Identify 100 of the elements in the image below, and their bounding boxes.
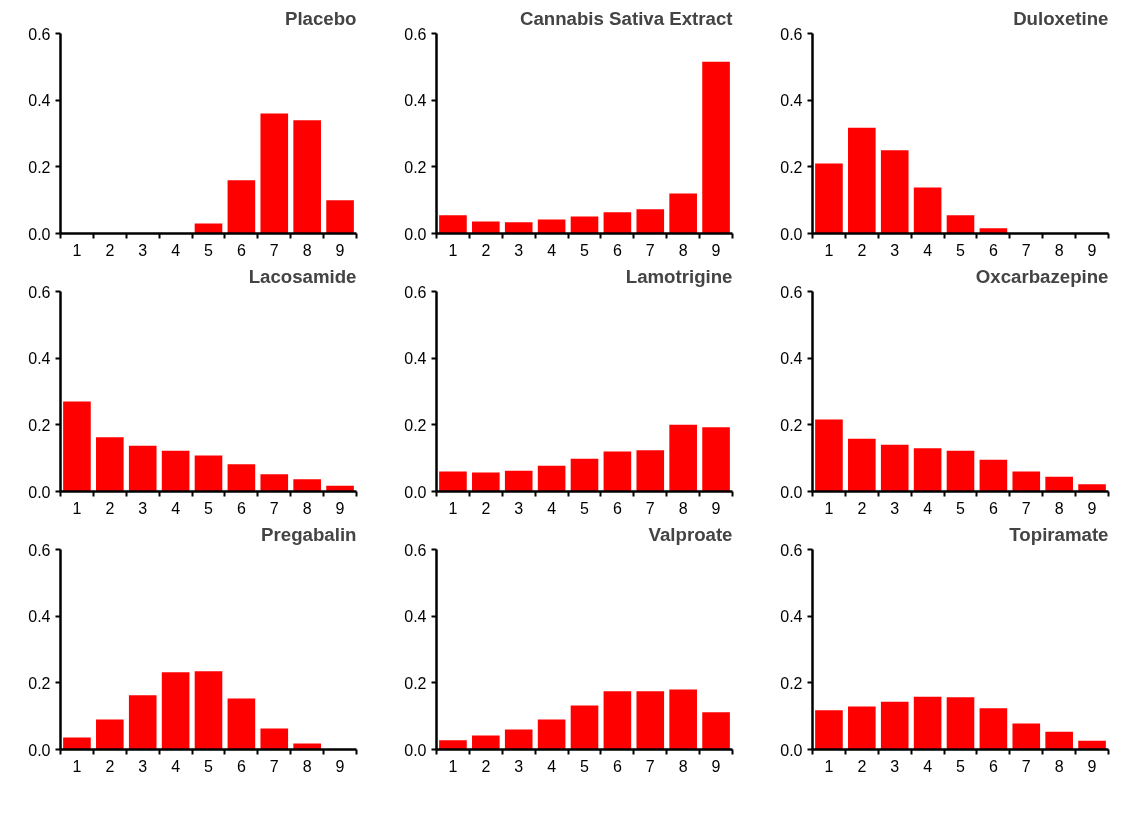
x-tick-label: 5 bbox=[956, 757, 966, 775]
x-tick-label: 9 bbox=[335, 757, 345, 775]
x-tick-label: 9 bbox=[1087, 757, 1097, 775]
y-tick-label: 0.6 bbox=[28, 25, 51, 43]
x-tick-label: 3 bbox=[514, 757, 524, 775]
y-tick-label: 0.0 bbox=[404, 483, 427, 501]
x-tick-label: 8 bbox=[302, 499, 312, 517]
x-tick-label: 2 bbox=[105, 757, 115, 775]
x-tick-label: 1 bbox=[72, 241, 82, 259]
x-tick-label: 4 bbox=[923, 499, 933, 517]
x-tick-label: 2 bbox=[105, 241, 115, 259]
x-tick-label: 9 bbox=[1087, 241, 1097, 259]
y-tick-label: 0.2 bbox=[780, 158, 803, 176]
chart-title: Placebo bbox=[284, 7, 357, 29]
y-tick-label: 0.0 bbox=[404, 225, 427, 243]
x-tick-label: 5 bbox=[956, 499, 966, 517]
x-tick-label: 8 bbox=[302, 757, 312, 775]
y-tick-label: 0.6 bbox=[780, 283, 803, 301]
x-tick-label: 2 bbox=[857, 499, 867, 517]
x-tick-label: 2 bbox=[481, 241, 491, 259]
chart-title: Oxcarbazepine bbox=[975, 265, 1109, 287]
x-tick-label: 7 bbox=[645, 757, 655, 775]
x-tick-label: 8 bbox=[302, 241, 312, 259]
x-tick-label: 6 bbox=[612, 241, 622, 259]
x-tick-label: 7 bbox=[1021, 757, 1031, 775]
x-tick-label: 4 bbox=[171, 241, 181, 259]
x-tick-label: 4 bbox=[171, 499, 181, 517]
y-tick-label: 0.4 bbox=[404, 92, 427, 110]
x-tick-label: 7 bbox=[645, 241, 655, 259]
x-tick-label: 5 bbox=[204, 241, 214, 259]
y-tick-label: 0.4 bbox=[780, 350, 803, 368]
x-tick-label: 3 bbox=[890, 757, 900, 775]
chart-title: Lamotrigine bbox=[625, 265, 733, 287]
y-tick-label: 0.0 bbox=[780, 741, 803, 759]
y-tick-label: 0.6 bbox=[404, 541, 427, 559]
x-tick-label: 8 bbox=[1054, 241, 1064, 259]
x-tick-label: 4 bbox=[547, 757, 557, 775]
x-tick-label: 6 bbox=[988, 241, 998, 259]
x-tick-label: 1 bbox=[72, 757, 82, 775]
y-tick-label: 0.2 bbox=[780, 674, 803, 692]
x-tick-label: 7 bbox=[1021, 241, 1031, 259]
x-tick-label: 3 bbox=[138, 499, 148, 517]
x-tick-label: 5 bbox=[204, 757, 214, 775]
x-tick-label: 3 bbox=[138, 757, 148, 775]
x-tick-label: 8 bbox=[678, 499, 688, 517]
y-tick-label: 0.0 bbox=[780, 225, 803, 243]
x-tick-label: 8 bbox=[678, 757, 688, 775]
y-tick-label: 0.0 bbox=[404, 741, 427, 759]
x-tick-label: 5 bbox=[580, 241, 590, 259]
y-tick-label: 0.4 bbox=[404, 608, 427, 626]
y-tick-label: 0.0 bbox=[28, 741, 51, 759]
x-tick-label: 5 bbox=[956, 241, 966, 259]
x-tick-label: 4 bbox=[923, 757, 933, 775]
x-tick-label: 8 bbox=[1054, 757, 1064, 775]
chart-title: Pregabalin bbox=[261, 523, 357, 545]
x-tick-label: 9 bbox=[335, 241, 345, 259]
x-tick-label: 2 bbox=[105, 499, 115, 517]
x-tick-label: 7 bbox=[645, 499, 655, 517]
x-tick-label: 4 bbox=[923, 241, 933, 259]
y-tick-label: 0.6 bbox=[780, 25, 803, 43]
x-tick-label: 7 bbox=[269, 241, 279, 259]
y-tick-label: 0.4 bbox=[28, 92, 51, 110]
x-tick-label: 1 bbox=[824, 499, 834, 517]
x-tick-label: 3 bbox=[138, 241, 148, 259]
y-tick-label: 0.0 bbox=[28, 483, 51, 501]
y-tick-label: 0.0 bbox=[780, 483, 803, 501]
x-tick-label: 3 bbox=[514, 499, 524, 517]
x-tick-label: 1 bbox=[448, 499, 458, 517]
y-tick-label: 0.6 bbox=[28, 541, 51, 559]
y-tick-label: 0.2 bbox=[780, 416, 803, 434]
x-tick-label: 5 bbox=[580, 757, 590, 775]
y-tick-label: 0.2 bbox=[28, 158, 51, 176]
x-tick-label: 4 bbox=[547, 241, 557, 259]
x-tick-label: 1 bbox=[448, 241, 458, 259]
y-tick-label: 0.0 bbox=[28, 225, 51, 243]
x-tick-label: 2 bbox=[481, 757, 491, 775]
x-tick-label: 3 bbox=[890, 241, 900, 259]
x-tick-label: 2 bbox=[857, 241, 867, 259]
y-tick-label: 0.4 bbox=[780, 92, 803, 110]
x-tick-label: 5 bbox=[580, 499, 590, 517]
y-tick-label: 0.2 bbox=[404, 674, 427, 692]
x-tick-label: 1 bbox=[824, 757, 834, 775]
chart-title: Lacosamide bbox=[248, 265, 357, 287]
y-tick-label: 0.4 bbox=[28, 350, 51, 368]
x-tick-label: 1 bbox=[448, 757, 458, 775]
x-tick-label: 2 bbox=[481, 499, 491, 517]
x-tick-label: 9 bbox=[711, 241, 721, 259]
x-tick-label: 6 bbox=[612, 499, 622, 517]
x-tick-label: 4 bbox=[547, 499, 557, 517]
x-tick-label: 6 bbox=[988, 499, 998, 517]
y-tick-label: 0.2 bbox=[28, 416, 51, 434]
y-tick-label: 0.2 bbox=[404, 416, 427, 434]
x-tick-label: 8 bbox=[1054, 499, 1064, 517]
x-tick-label: 7 bbox=[269, 757, 279, 775]
y-tick-label: 0.6 bbox=[404, 25, 427, 43]
y-tick-label: 0.2 bbox=[404, 158, 427, 176]
chart-title: Valproate bbox=[648, 523, 733, 545]
chart-title: Topiramate bbox=[1009, 523, 1109, 545]
y-tick-label: 0.6 bbox=[404, 283, 427, 301]
x-tick-label: 1 bbox=[824, 241, 834, 259]
